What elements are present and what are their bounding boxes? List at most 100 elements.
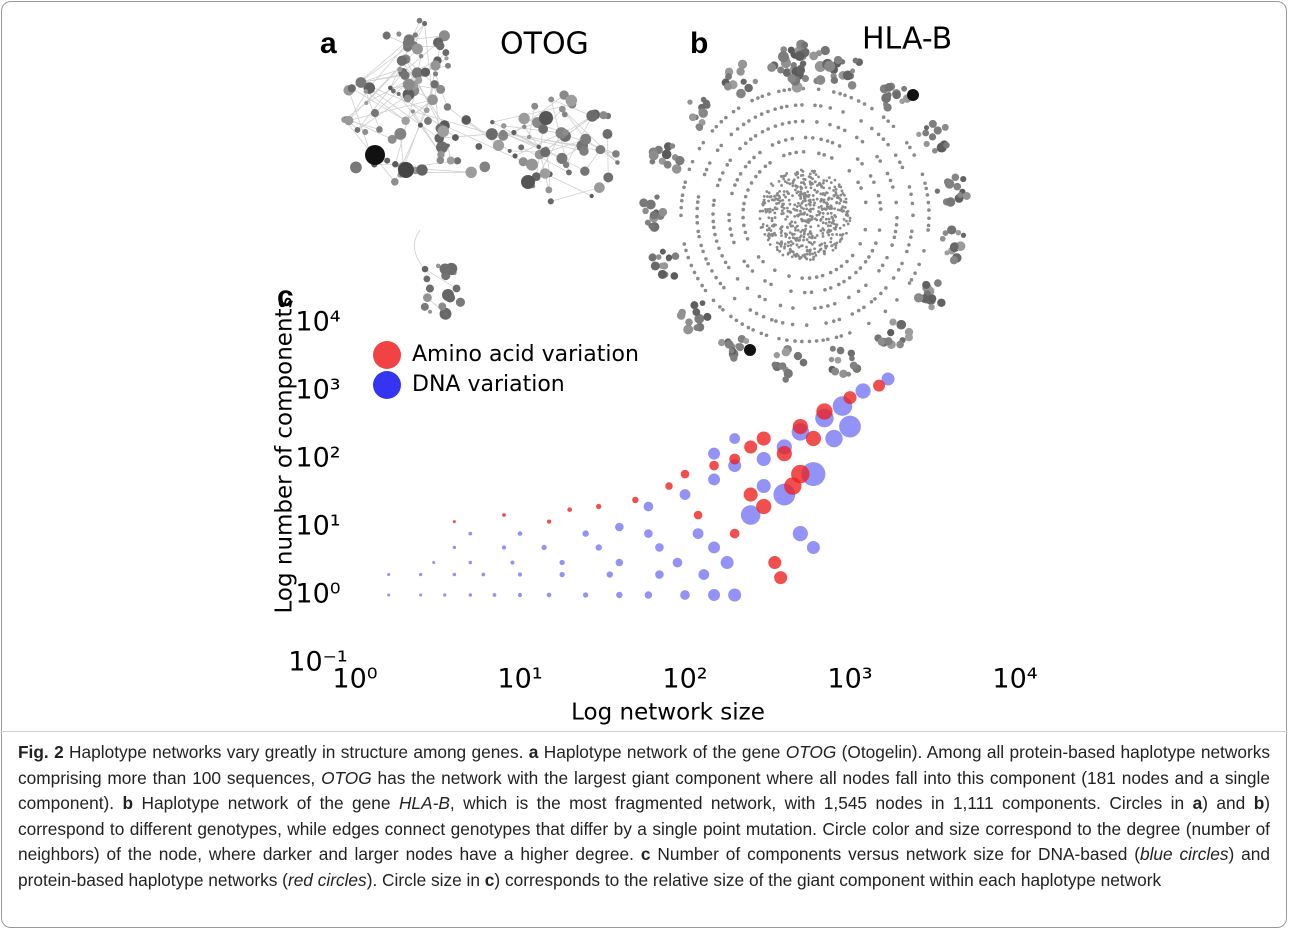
network-node <box>679 213 683 218</box>
point <box>756 451 771 467</box>
network-node <box>820 45 830 56</box>
network-node <box>738 146 742 151</box>
network-node <box>849 355 855 362</box>
network-node <box>811 177 814 181</box>
network-node <box>730 354 738 362</box>
network-node <box>923 181 927 186</box>
network-node <box>813 236 817 240</box>
point <box>693 510 703 520</box>
network-edge <box>503 125 562 134</box>
network-node <box>715 183 720 188</box>
network-node <box>683 324 693 335</box>
network-node <box>753 115 758 119</box>
network-node <box>442 49 450 57</box>
network-node <box>913 271 917 276</box>
network-node <box>771 361 778 368</box>
network-node <box>780 240 783 244</box>
network-edge <box>412 111 492 135</box>
network-edge <box>492 103 573 123</box>
network-node <box>446 156 455 165</box>
point <box>595 544 602 551</box>
caption-bold: c <box>484 869 495 890</box>
network-node <box>710 269 714 273</box>
network-node <box>793 221 797 224</box>
point <box>801 462 826 487</box>
network-node <box>752 78 759 85</box>
network-node <box>842 217 846 221</box>
network-node <box>785 104 789 109</box>
network-node <box>343 115 354 126</box>
network-node <box>786 226 790 229</box>
network-node <box>897 160 902 165</box>
network-node <box>886 142 890 147</box>
network-node <box>744 83 753 93</box>
network-node <box>696 229 701 234</box>
network-node <box>648 223 655 229</box>
network-node <box>799 168 803 172</box>
network-node <box>796 228 800 232</box>
network-edge <box>502 132 563 159</box>
network-node <box>762 198 766 202</box>
network-node <box>685 318 693 326</box>
network-node <box>586 110 598 122</box>
network-node <box>810 215 814 219</box>
network-edge <box>348 59 407 121</box>
network-node <box>738 172 743 176</box>
network-node <box>785 171 789 175</box>
network-node <box>701 140 706 145</box>
network-node <box>923 140 930 148</box>
network-node <box>742 201 746 206</box>
network-node <box>793 103 798 108</box>
network-node <box>780 209 784 213</box>
network-node <box>760 94 765 99</box>
network-node <box>540 147 551 158</box>
network-node <box>817 183 821 186</box>
point <box>644 591 653 599</box>
network-node <box>603 172 614 183</box>
network-node <box>893 229 898 234</box>
network-node <box>794 150 799 155</box>
network-node <box>742 259 746 264</box>
network-node <box>791 194 794 198</box>
network-node <box>539 111 553 125</box>
network-node <box>910 201 915 206</box>
caption-text: Haplotype networks vary greatly in struc… <box>63 742 529 762</box>
network-node <box>910 229 914 234</box>
network-node <box>726 265 731 270</box>
network-node <box>823 287 827 292</box>
network-node <box>789 248 792 252</box>
network-node <box>828 356 835 363</box>
network-node <box>825 191 829 195</box>
network-node <box>834 190 838 194</box>
network-node <box>817 175 820 179</box>
network-node <box>817 210 820 213</box>
y-tick-label: 10¹ <box>295 511 340 542</box>
network-node <box>746 325 751 330</box>
network-node <box>767 63 777 72</box>
network-node <box>837 282 841 287</box>
network-node <box>819 198 823 201</box>
network-node <box>475 143 483 150</box>
network-edge <box>414 23 425 45</box>
network-node <box>805 257 809 261</box>
network-node <box>391 177 399 186</box>
network-edge <box>360 69 400 83</box>
network-node <box>430 60 441 71</box>
network-node <box>693 324 700 331</box>
network-node <box>828 286 833 290</box>
network-node <box>809 207 813 211</box>
network-node <box>794 188 797 192</box>
network-node <box>835 233 839 236</box>
point <box>816 403 833 420</box>
network-node <box>679 205 684 210</box>
network-node <box>773 351 781 359</box>
network-node <box>760 129 765 134</box>
network-node <box>704 167 709 172</box>
point <box>517 592 523 598</box>
network-node <box>856 289 861 294</box>
network-node <box>880 263 885 268</box>
caption-rule <box>1 731 1287 732</box>
network-node <box>679 198 684 203</box>
network-node <box>924 186 929 191</box>
network-node <box>950 242 959 251</box>
